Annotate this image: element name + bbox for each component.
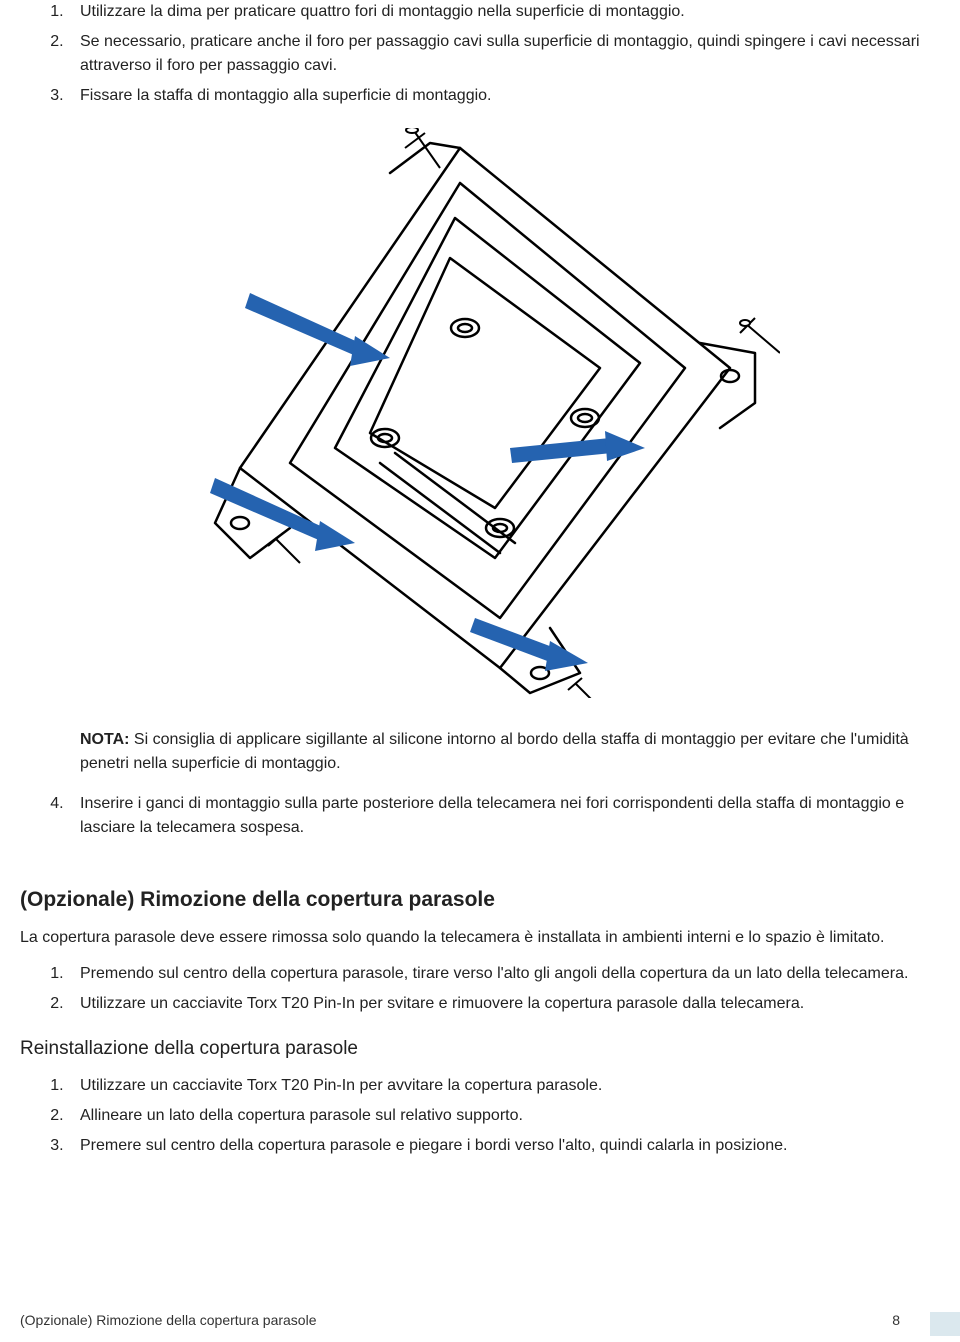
- step-1: Utilizzare la dima per praticare quattro…: [68, 0, 940, 24]
- note-label: NOTA:: [80, 731, 129, 748]
- corner-decoration: [930, 1312, 960, 1336]
- removal-steps-list: Premendo sul centro della copertura para…: [20, 962, 940, 1016]
- page-footer: (Opzionale) Rimozione della copertura pa…: [20, 1312, 940, 1328]
- bracket-illustration-svg: [180, 128, 780, 698]
- continued-steps-list: Inserire i ganci di montaggio sulla part…: [20, 792, 940, 840]
- bracket-figure: [20, 128, 940, 698]
- subsection-heading: Reinstallazione della copertura parasole: [20, 1038, 940, 1060]
- removal-step-2: Utilizzare un cacciavite Torx T20 Pin-In…: [68, 992, 940, 1016]
- reinstall-step-3: Premere sul centro della copertura paras…: [68, 1134, 940, 1158]
- step-4: Inserire i ganci di montaggio sulla part…: [68, 792, 940, 840]
- step-2: Se necessario, praticare anche il foro p…: [68, 30, 940, 78]
- reinstall-steps-list: Utilizzare un cacciavite Torx T20 Pin-In…: [20, 1074, 940, 1158]
- reinstall-step-1: Utilizzare un cacciavite Torx T20 Pin-In…: [68, 1074, 940, 1098]
- footer-title: (Opzionale) Rimozione della copertura pa…: [20, 1312, 317, 1328]
- arrow-bottom: [470, 618, 588, 671]
- section-heading: (Opzionale) Rimozione della copertura pa…: [20, 888, 940, 912]
- section-intro: La copertura parasole deve essere rimoss…: [20, 926, 940, 950]
- note-text: Si consiglia di applicare sigillante al …: [80, 731, 909, 772]
- reinstall-step-2: Allineare un lato della copertura paraso…: [68, 1104, 940, 1128]
- step-3: Fissare la staffa di montaggio alla supe…: [68, 84, 940, 108]
- note-block: NOTA: Si consiglia di applicare sigillan…: [20, 728, 940, 776]
- top-steps-list: Utilizzare la dima per praticare quattro…: [20, 0, 940, 108]
- arrow-center: [510, 431, 645, 463]
- page-number: 8: [892, 1312, 900, 1328]
- removal-step-1: Premendo sul centro della copertura para…: [68, 962, 940, 986]
